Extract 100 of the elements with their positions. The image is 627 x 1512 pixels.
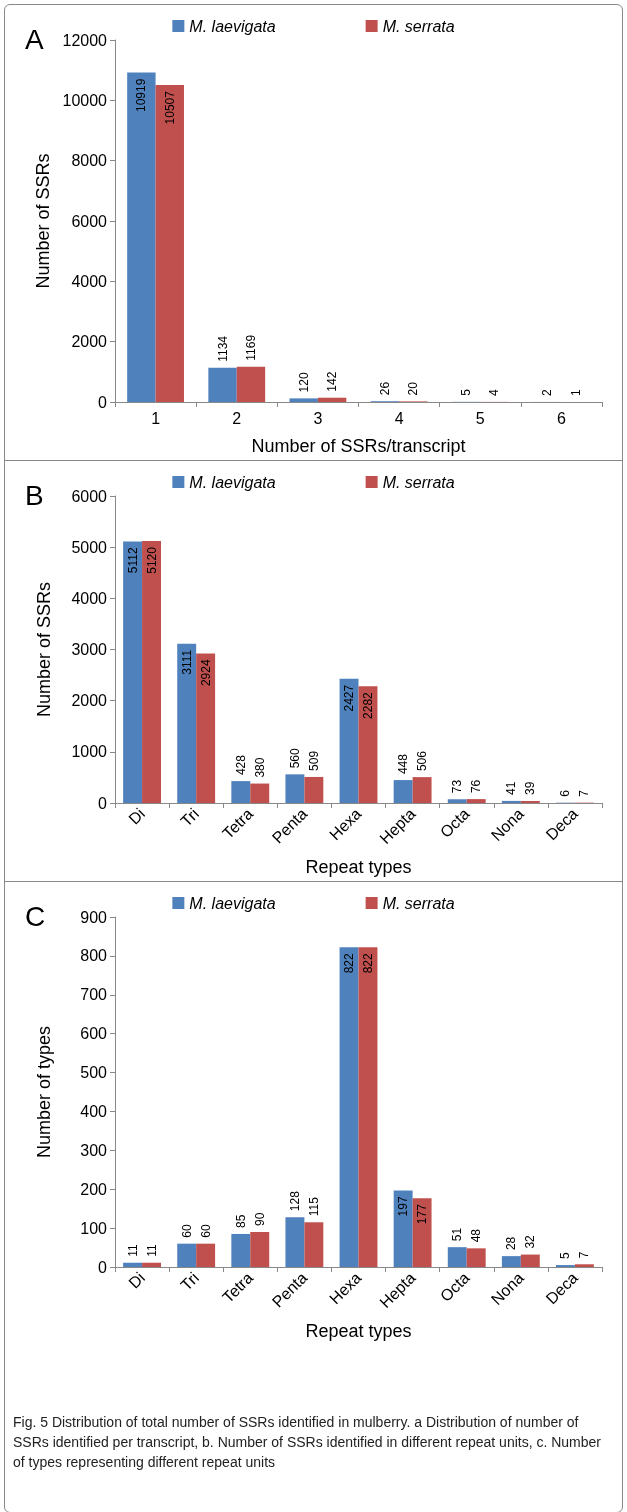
y-tick-label: 1000: [71, 743, 108, 761]
y-tick-label: 0: [98, 1258, 108, 1276]
data-label: 26: [377, 381, 392, 396]
y-tick-label: 800: [80, 947, 108, 965]
bar: [196, 653, 216, 803]
data-label: 5: [558, 1252, 573, 1260]
y-tick-label: 10000: [62, 91, 108, 109]
data-label: 41: [504, 781, 519, 795]
x-tick-label: 6: [556, 409, 566, 427]
bar: [142, 541, 161, 803]
legend-label: M. laevigata: [189, 17, 276, 35]
caption: Fig. 5 Distribution of total number of SSRs identified in mulberry. a Distribution of number of SSRs identified per transcript, b. Number of SSRs identified in different repeat units, c. Number of types representing different repeat units: [13, 1414, 605, 1470]
bar: [466, 1248, 486, 1267]
data-label: 2427: [342, 684, 357, 712]
y-tick-label: 700: [80, 986, 108, 1004]
bar: [339, 678, 359, 803]
y-tick-label: 4000: [71, 589, 108, 607]
x-tick-label: 2: [232, 409, 242, 427]
y-tick-label: 600: [80, 1025, 108, 1043]
data-label: 197: [396, 1196, 411, 1217]
bar: [501, 800, 521, 803]
data-label: 11: [144, 1243, 159, 1257]
data-label: 5120: [144, 546, 159, 574]
data-label: 142: [325, 371, 340, 392]
x-axis-title: Repeat types: [305, 857, 412, 877]
data-label: 506: [415, 750, 430, 772]
bar: [250, 783, 270, 803]
y-tick-label: 5000: [71, 538, 108, 556]
bar: [196, 1243, 216, 1267]
data-label: 32: [523, 1234, 538, 1249]
bar: [236, 366, 266, 402]
y-tick-label: 500: [80, 1064, 108, 1082]
bar: [304, 776, 324, 803]
bar: [289, 398, 318, 402]
legend-label: M. laevigata: [189, 894, 276, 912]
bar: [447, 1247, 467, 1267]
x-axis-title: Number of SSRs/transcript: [251, 436, 466, 456]
bar: [412, 777, 432, 803]
bar: [155, 85, 184, 402]
x-tick-label: Di: [125, 804, 149, 828]
bar: [250, 1232, 270, 1267]
y-tick-label: 300: [80, 1141, 108, 1159]
data-label: 4: [487, 388, 502, 396]
y-tick-label: 2000: [71, 333, 108, 351]
x-tick-label: Octa: [436, 804, 473, 841]
data-label: 1134: [215, 335, 230, 362]
y-tick-label: 3000: [71, 641, 108, 658]
x-tick-label: 3: [313, 409, 323, 427]
data-label: 2: [540, 388, 555, 396]
x-tick-label: 1: [151, 409, 161, 427]
bar: [393, 780, 413, 803]
bar: [501, 1256, 521, 1267]
data-label: 11: [125, 1243, 140, 1257]
y-tick-label: 4000: [71, 272, 108, 290]
bar: [208, 367, 237, 402]
chart-title: B: [25, 479, 44, 511]
legend-label: M. serrata: [382, 17, 455, 35]
x-tick-label: Tetra: [219, 804, 257, 843]
bar: [142, 1262, 161, 1267]
bar: [574, 1264, 594, 1267]
data-label: 76: [469, 779, 484, 794]
data-label: 5: [459, 388, 474, 396]
y-tick-label: 400: [80, 1102, 108, 1120]
bar: [520, 1254, 540, 1267]
x-tick-label: Di: [125, 1268, 149, 1292]
data-label: 85: [233, 1214, 248, 1228]
data-label: 73: [450, 779, 465, 794]
data-label: 177: [415, 1203, 430, 1225]
x-tick-label: 5: [475, 409, 485, 427]
data-label: 51: [450, 1227, 465, 1242]
chart-title: A: [25, 23, 44, 55]
data-label: 3111: [179, 649, 194, 675]
y-axis-title: Number of SSRs: [34, 581, 54, 718]
data-label: 128: [287, 1190, 302, 1212]
data-label: 1: [568, 388, 583, 396]
bar: [285, 1217, 305, 1267]
data-label: 48: [469, 1228, 484, 1243]
data-label: 7: [577, 1251, 592, 1259]
y-tick-label: 6000: [71, 212, 108, 230]
data-label: 60: [198, 1223, 213, 1238]
y-tick-label: 12000: [62, 31, 108, 49]
data-label: 28: [504, 1236, 519, 1251]
legend-label: M. laevigata: [189, 473, 276, 491]
bar: [358, 947, 378, 1267]
bar: [231, 1233, 251, 1267]
data-label: 822: [342, 953, 357, 974]
data-label: 10507: [162, 90, 177, 125]
data-label: 10919: [134, 78, 149, 112]
bar: [127, 72, 156, 402]
data-label: 2282: [360, 691, 375, 719]
data-label: 6: [558, 789, 573, 797]
y-tick-label: 2000: [71, 692, 108, 710]
bar: [123, 1262, 143, 1267]
chart-title: C: [25, 900, 46, 932]
x-tick-label: 4: [394, 409, 404, 427]
data-label: 7: [577, 789, 592, 797]
data-label: 115: [306, 1196, 321, 1217]
data-label: 39: [523, 781, 538, 795]
data-label: 380: [252, 757, 267, 778]
bar: [393, 1190, 413, 1267]
